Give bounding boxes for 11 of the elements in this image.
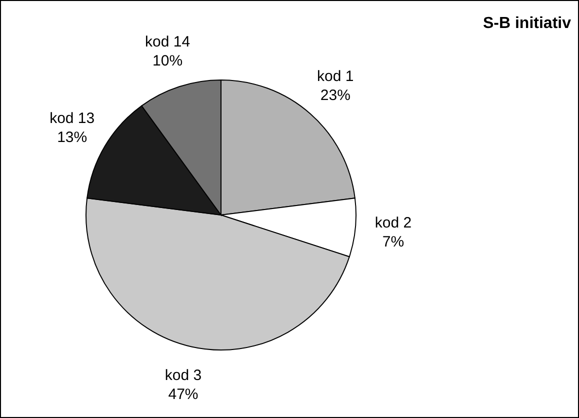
data-label: 10% xyxy=(152,52,183,70)
slice-label: kod 13 xyxy=(50,110,95,127)
data-label: 23% xyxy=(320,87,350,104)
data-label: 7% xyxy=(382,233,404,250)
slice-label: kod 3 xyxy=(164,366,202,384)
slice-label: kod 1 xyxy=(317,68,354,86)
text: S-B initiativ xyxy=(482,15,572,32)
data-label: 47% xyxy=(168,386,198,403)
data-label: 13% xyxy=(57,128,88,146)
slice-label: kod 2 xyxy=(374,214,412,232)
slice-label: kod 14 xyxy=(145,33,190,50)
